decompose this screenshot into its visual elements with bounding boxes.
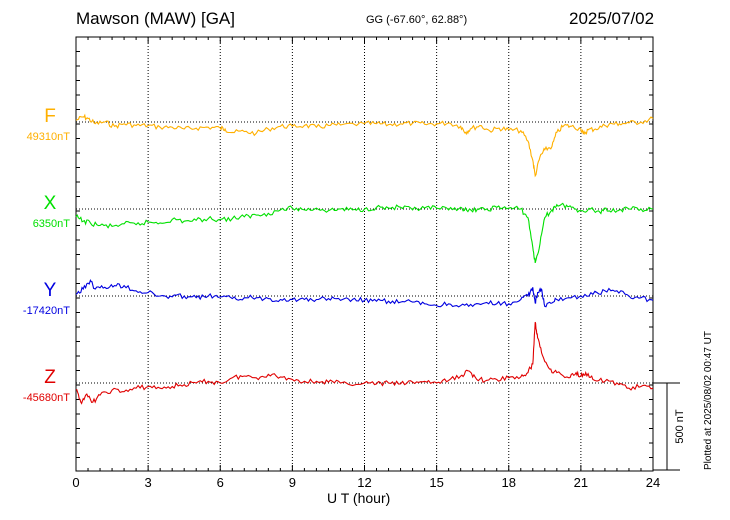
x-tick-label: 24 bbox=[646, 475, 660, 490]
x-tick-label: 18 bbox=[502, 475, 516, 490]
scale-bar-label: 500 nT bbox=[674, 409, 686, 444]
x-tick-label: 3 bbox=[145, 475, 152, 490]
station-title: Mawson (MAW) [GA] bbox=[76, 9, 235, 28]
x-tick-label: 6 bbox=[217, 475, 224, 490]
series-line-z bbox=[75, 321, 654, 405]
baseline-value-f: 49310nT bbox=[27, 131, 71, 143]
series-line-y bbox=[75, 278, 654, 308]
series-label-x: X bbox=[44, 193, 57, 214]
baseline-value-y: -17420nT bbox=[23, 305, 70, 317]
coordinates-label: GG (-67.60°, 62.88°) bbox=[366, 14, 468, 26]
series-label-f: F bbox=[44, 106, 56, 127]
x-tick-label: 9 bbox=[289, 475, 296, 490]
x-tick-label: 15 bbox=[429, 475, 443, 490]
baseline-value-x: 6350nT bbox=[33, 218, 71, 230]
x-tick-label: 21 bbox=[574, 475, 588, 490]
plotted-timestamp: Plotted at 2025/08/02 00:47 UT bbox=[703, 331, 714, 470]
series-line-x bbox=[75, 202, 654, 264]
series-line-f bbox=[75, 113, 654, 178]
x-axis-label: U T (hour) bbox=[327, 490, 391, 506]
series-label-z: Z bbox=[44, 367, 56, 388]
series-label-y: Y bbox=[44, 280, 57, 301]
x-tick-label: 12 bbox=[357, 475, 371, 490]
x-tick-label: 0 bbox=[72, 475, 79, 490]
baseline-value-z: -45680nT bbox=[23, 392, 70, 404]
date-label: 2025/07/02 bbox=[569, 9, 655, 28]
